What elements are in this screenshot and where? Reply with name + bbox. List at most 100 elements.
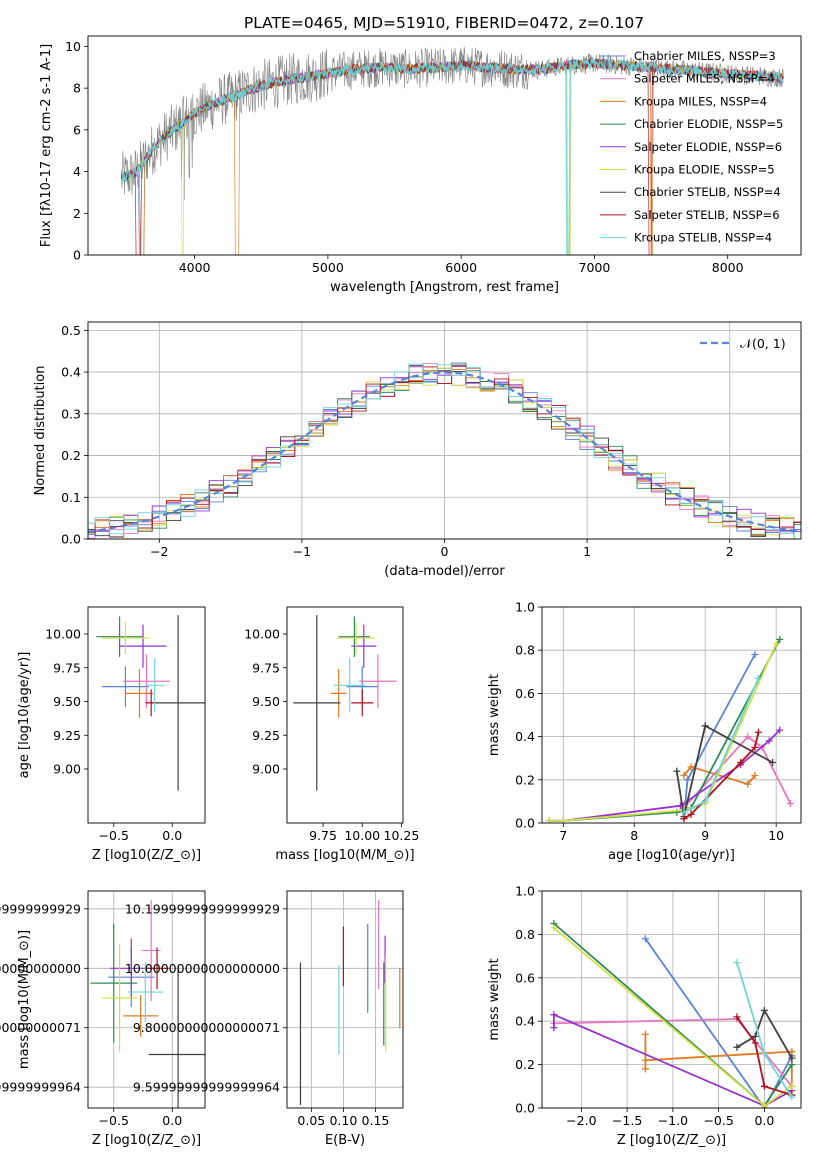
weight-series-line xyxy=(549,638,781,822)
panel-mass_vs_ebv: 0.05 0.10 0.15 9.59999999999999964 9.8000000… xyxy=(125,890,404,1148)
y-tick-label: 10.00000000000000000 xyxy=(125,961,280,976)
weight-series-line xyxy=(683,765,756,786)
y-tick-label: 0.8 xyxy=(515,643,535,658)
y-tick-label: 0.0 xyxy=(515,1101,535,1116)
panel-age_vs_mass: 9.75 10.00 10.25 9.00 9.25 9.50 9.75 10.00 mass … xyxy=(244,606,420,863)
weight-point-marker xyxy=(559,817,567,823)
y-tick-label: 9.25 xyxy=(53,728,81,743)
y-tick-label: 9.75 xyxy=(252,660,280,675)
weight-point-marker xyxy=(751,743,759,751)
plot-area xyxy=(550,920,796,1108)
panel-weight_vs_age: 7 8 9 10 0.0 0.2 0.4 0.6 0.8 1.0 age [log10(age/yr… xyxy=(487,600,802,863)
y-tick-label: 9.59999999999999964 xyxy=(133,1080,280,1095)
x-tick-label: 10.25 xyxy=(384,828,420,843)
y-axis-label: mass [log10(M/M_⊙)] xyxy=(17,930,32,1069)
y-tick-label: 6 xyxy=(73,122,81,137)
y-tick-label: 10 xyxy=(65,39,81,54)
x-tick-label: −2.0 xyxy=(566,1113,596,1128)
y-tick-label: 9.00 xyxy=(53,762,81,777)
y-tick-label: 0.0 xyxy=(515,816,535,831)
y-tick-label: 10.00 xyxy=(45,627,81,642)
plot-area xyxy=(96,615,205,791)
weight-series-line xyxy=(553,1013,793,1107)
weight-point-marker xyxy=(772,640,780,648)
weight-point-marker xyxy=(673,767,681,775)
x-tick-label: 0.05 xyxy=(297,1113,325,1128)
y-tick-label: 0.6 xyxy=(515,686,535,701)
panel-mass_vs_Z: −0.5 0.0 9.59999999999999964 9.800000000000… xyxy=(0,890,206,1148)
panel-weight_vs_Z: −2.0 −1.5 −1.0 −0.5 0.0 0.0 0.2 0.4 0.6 0.8 1.0 Z [… xyxy=(487,884,802,1148)
axes-frame xyxy=(87,606,206,824)
weight-point-marker xyxy=(754,728,762,736)
weight-point-marker xyxy=(701,722,709,730)
histogram-step xyxy=(88,364,801,538)
legend: Chabrier MILES, NSSP=3 Salpeter MILES, NS… xyxy=(600,49,783,245)
y-axis-label: mass weight xyxy=(487,674,502,756)
weight-point-marker xyxy=(680,771,688,779)
weight-series-line xyxy=(736,1016,793,1096)
weight-point-marker xyxy=(754,674,762,682)
x-axis-label: (data-model)/error xyxy=(384,564,505,579)
y-tick-label: 0.1 xyxy=(61,490,81,505)
weight-point-marker xyxy=(751,771,759,779)
x-tick-label: 5000 xyxy=(312,260,344,275)
panel-spectrum: 4000 5000 6000 7000 8000 0 2 4 6 8 10 wavelength [A… xyxy=(39,35,802,295)
x-tick-label: 2 xyxy=(726,544,734,559)
plot-area xyxy=(120,46,784,255)
x-axis-label: E(B-V) xyxy=(325,1133,365,1148)
legend-entry: Chabrier STELIB, NSSP=4 xyxy=(634,185,781,199)
x-axis-label: Z [log10(Z/Z_⊙)] xyxy=(92,1133,201,1148)
y-tick-label: 9.80000000000000071 xyxy=(133,1020,280,1035)
y-tick-label: 0.2 xyxy=(61,448,81,463)
y-tick-label: 10.00000000000000000 xyxy=(0,961,81,976)
plot-area xyxy=(293,615,397,791)
axes-frame xyxy=(87,321,802,540)
x-tick-label: 1 xyxy=(583,544,591,559)
y-axis-label: Normed distribution xyxy=(33,366,48,496)
weight-point-marker xyxy=(550,1011,558,1019)
x-axis-label: mass [log10(M/M_⊙)] xyxy=(275,848,414,863)
y-tick-label: 0 xyxy=(73,248,81,263)
x-tick-label: −0.5 xyxy=(703,1113,733,1128)
axes-frame xyxy=(87,35,802,256)
weight-point-marker xyxy=(776,726,784,734)
y-tick-label: 10.19999999999999929 xyxy=(0,901,81,916)
y-tick-label: 1.0 xyxy=(515,884,535,899)
legend-entry: Kroupa ELODIE, NSSP=5 xyxy=(634,163,775,177)
legend-entry: Kroupa STELIB, NSSP=4 xyxy=(634,231,772,245)
histogram-step xyxy=(88,363,801,539)
plot-area xyxy=(299,899,401,1106)
weight-point-marker xyxy=(776,635,784,643)
y-tick-label: 9.59999999999999964 xyxy=(0,1080,81,1095)
x-tick-label: 8 xyxy=(630,828,638,843)
y-axis-label: age [log10(age/yr)] xyxy=(17,652,32,779)
y-tick-label: 0.4 xyxy=(61,365,81,380)
y-tick-label: 0.4 xyxy=(515,1014,535,1029)
panel-age_vs_Z: −0.5 0.0 9.00 9.25 9.50 9.75 10.00 Z [log10(Z/Z… xyxy=(17,606,206,863)
panel-residual_hist: −2 −1 0 1 2 0.0 0.1 0.2 0.3 0.4 0.5 (data-model)/er… xyxy=(33,321,802,579)
y-tick-label: 8 xyxy=(73,81,81,96)
weight-point-marker xyxy=(751,651,759,659)
x-tick-label: 4000 xyxy=(179,260,211,275)
legend-entry: Salpeter ELODIE, NSSP=6 xyxy=(634,140,782,154)
y-tick-label: 9.80000000000000071 xyxy=(0,1020,81,1035)
y-tick-label: 0.8 xyxy=(515,927,535,942)
weight-point-marker xyxy=(733,959,741,967)
chart-title: PLATE=0465, MJD=51910, FIBERID=0472, z=0… xyxy=(244,14,644,32)
weight-point-marker xyxy=(680,815,688,823)
plot-area xyxy=(90,899,205,1108)
y-tick-label: 10.00 xyxy=(244,627,280,642)
axes-frame xyxy=(541,890,802,1109)
legend-entry: Salpeter STELIB, NSSP=6 xyxy=(634,208,780,222)
x-tick-label: −2 xyxy=(150,544,168,559)
weight-point-marker xyxy=(751,1039,759,1047)
weight-point-marker xyxy=(760,1102,768,1108)
x-tick-label: 0.15 xyxy=(362,1113,390,1128)
weight-point-marker xyxy=(765,737,773,745)
weight-point-marker xyxy=(733,1013,741,1021)
y-tick-label: 0.0 xyxy=(61,532,81,547)
y-axis-label: mass weight xyxy=(487,958,502,1040)
x-tick-label: −0.5 xyxy=(99,1113,129,1128)
x-tick-label: −0.5 xyxy=(99,828,129,843)
